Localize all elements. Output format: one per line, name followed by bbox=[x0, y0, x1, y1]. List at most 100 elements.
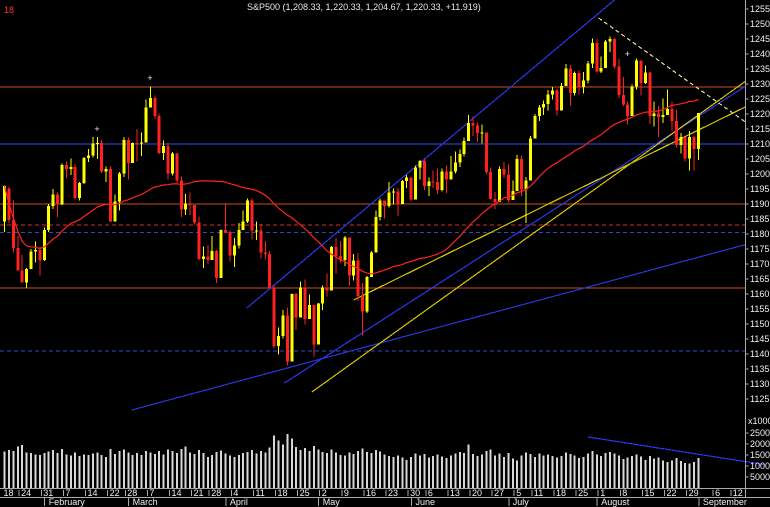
volume-bar bbox=[476, 455, 479, 488]
volume-bar bbox=[639, 456, 642, 488]
price-tick-label: 1160 bbox=[750, 289, 769, 299]
candle-body bbox=[131, 142, 135, 164]
trend-line bbox=[598, 17, 746, 124]
candle-body bbox=[263, 252, 267, 254]
price-tick-label: 1180 bbox=[750, 229, 769, 239]
candle-body bbox=[38, 250, 42, 260]
candle-body bbox=[122, 139, 126, 174]
candle-body bbox=[201, 256, 205, 259]
candle-body bbox=[484, 132, 488, 172]
volume-bar bbox=[432, 455, 435, 488]
candle-body bbox=[179, 180, 183, 210]
candle-body bbox=[153, 98, 157, 116]
candle-body bbox=[555, 90, 559, 111]
volume-bar bbox=[502, 456, 505, 488]
candle-body bbox=[25, 268, 29, 283]
month-label: June bbox=[416, 497, 436, 507]
volume-bar bbox=[264, 452, 267, 488]
candle-body bbox=[254, 230, 258, 232]
date-tick-label: 5 bbox=[516, 488, 521, 498]
date-tick-label: 25 bbox=[300, 488, 310, 498]
candle-body bbox=[352, 260, 356, 276]
candle-body bbox=[29, 251, 33, 269]
candle-body bbox=[418, 161, 422, 168]
price-axis: 1125 1130 1135 1140 1145 1150 1155 1160 1165 1170… bbox=[745, 0, 770, 497]
candle-body bbox=[475, 125, 479, 134]
volume-bar bbox=[436, 454, 439, 488]
volume-bar bbox=[326, 453, 329, 488]
volume-bar bbox=[591, 451, 594, 488]
volume-bar bbox=[547, 454, 550, 488]
date-tick-label: 18 bbox=[278, 488, 288, 498]
candle-body bbox=[272, 287, 276, 347]
candle-body bbox=[661, 114, 665, 117]
volume-bar bbox=[16, 446, 19, 488]
volume-bar bbox=[648, 455, 651, 488]
candle-body bbox=[537, 107, 541, 116]
price-tick-label: 1235 bbox=[750, 64, 770, 74]
volume-bar bbox=[697, 458, 700, 488]
volume-bar bbox=[392, 456, 395, 488]
volume-bar bbox=[507, 453, 510, 488]
candle-body bbox=[162, 146, 166, 153]
volume-bar bbox=[114, 454, 116, 488]
date-tick-label: 8 bbox=[622, 488, 627, 498]
volume-bar bbox=[418, 455, 421, 488]
volume-bar bbox=[96, 452, 99, 488]
date-tick-label: 13 bbox=[450, 488, 460, 498]
candle-body bbox=[268, 253, 272, 288]
candle-body bbox=[436, 182, 440, 190]
candle-body bbox=[285, 315, 289, 362]
candle-body bbox=[33, 250, 37, 252]
price-tick-label: 1240 bbox=[750, 49, 770, 59]
date-axis: 18 24 31 7 14 22 28 7 14 21 28 4 11 18 25 2 9 16 23 30 6 13 20… bbox=[0, 488, 770, 507]
volume-bar bbox=[299, 450, 302, 488]
price-tick-label: 1230 bbox=[750, 79, 770, 89]
volume-bar bbox=[410, 456, 413, 488]
volume-bar bbox=[136, 453, 139, 488]
candle-body bbox=[595, 42, 599, 72]
volume-bar bbox=[445, 458, 448, 488]
volume-bar bbox=[118, 451, 121, 488]
volume-bar bbox=[348, 452, 351, 488]
volume-bar bbox=[458, 451, 461, 488]
price-tick-label: 1130 bbox=[750, 379, 769, 389]
price-tick-label: 1225 bbox=[750, 94, 770, 104]
volume-bar bbox=[556, 457, 558, 488]
volume-bar bbox=[604, 453, 607, 488]
candle-body bbox=[568, 68, 572, 93]
volume-bar bbox=[211, 454, 214, 488]
candle-body bbox=[369, 252, 373, 277]
candle-body bbox=[361, 295, 365, 312]
volume-bar bbox=[343, 455, 346, 488]
volume-bar bbox=[520, 455, 523, 488]
volume-bar bbox=[626, 457, 629, 488]
volume-bar bbox=[516, 460, 519, 488]
price-tick-label: 1175 bbox=[750, 244, 769, 254]
candle-body bbox=[175, 153, 179, 181]
candle-body bbox=[188, 203, 192, 205]
candle-body bbox=[612, 39, 616, 67]
ma-polyline bbox=[3, 98, 699, 275]
price-tick-label: 1165 bbox=[750, 274, 769, 284]
volume-bar bbox=[220, 450, 223, 488]
volume-bar bbox=[56, 453, 59, 488]
candle-body bbox=[604, 41, 608, 68]
volume-bar bbox=[489, 449, 492, 488]
candle-body bbox=[184, 203, 188, 210]
candle-body bbox=[621, 94, 625, 105]
candle-body bbox=[51, 194, 55, 206]
price-tick-label: 1135 bbox=[750, 364, 769, 374]
date-tick-label: 30 bbox=[410, 488, 420, 498]
candle-body bbox=[321, 287, 325, 304]
date-tick-label: 18 bbox=[556, 488, 566, 498]
date-tick-label: 28 bbox=[211, 488, 221, 498]
date-tick-label: 6 bbox=[428, 488, 433, 498]
volume-bar bbox=[312, 445, 315, 488]
date-tick-label: 7 bbox=[149, 488, 154, 498]
price-tick-label: 1140 bbox=[750, 349, 769, 359]
candle-body bbox=[210, 251, 214, 260]
volume-bar bbox=[335, 452, 337, 488]
volume-unit-label: x10000 bbox=[748, 416, 770, 426]
date-tick-label: 11 bbox=[534, 488, 543, 498]
